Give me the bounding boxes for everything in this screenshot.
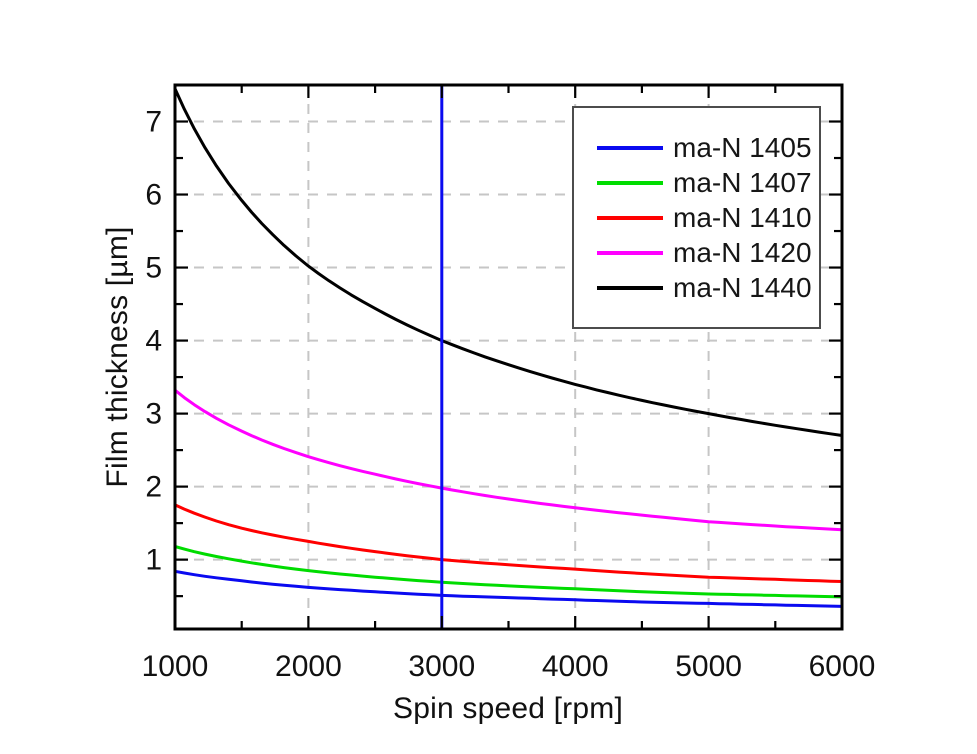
legend-swatch-ma-N-1407: [597, 180, 663, 185]
x-tick-label-6000: 6000: [809, 650, 876, 683]
y-tick-label-3: 3: [145, 398, 162, 431]
legend-item-ma-N-1410: ma-N 1410: [574, 200, 819, 235]
legend-box: ma-N 1405 ma-N 1407 ma-N 1410 ma-N 1420 ma-N…: [572, 106, 821, 329]
axis-ticks: [173, 85, 844, 629]
legend-swatch-ma-N-1420: [597, 250, 663, 255]
legend-label: ma-N 1407: [673, 166, 812, 198]
legend-label: ma-N 1410: [673, 201, 812, 233]
curve-ma-N-1440: [173, 87, 844, 437]
legend-item-ma-N-1440: ma-N 1440: [574, 270, 819, 305]
legend-label: ma-N 1440: [673, 271, 812, 303]
x-tick-label-1000: 1000: [142, 650, 209, 683]
x-tick-label-3000: 3000: [408, 650, 475, 683]
curve-ma-N-1410: [173, 503, 844, 583]
legend-item-ma-N-1420: ma-N 1420: [574, 235, 819, 270]
y-axis-title: Film thickness [µm]: [101, 226, 134, 488]
y-tick-label-1: 1: [145, 544, 162, 577]
x-tick-label-5000: 5000: [675, 650, 742, 683]
legend-label: ma-N 1420: [673, 236, 812, 268]
y-tick-labels: 1 2 3 4 5 6 7: [145, 106, 162, 577]
data-curves: [173, 87, 844, 608]
x-tick-label-4000: 4000: [542, 650, 609, 683]
y-tick-label-6: 6: [145, 179, 162, 212]
legend-swatch-ma-N-1410: [597, 215, 663, 220]
curve-ma-N-1407: [173, 545, 844, 599]
y-tick-label-4: 4: [145, 325, 162, 358]
x-axis-title: Spin speed [rpm]: [393, 692, 623, 725]
x-tick-label-2000: 2000: [275, 650, 342, 683]
x-tick-labels: 1000 2000 3000 4000 5000 6000: [142, 650, 876, 683]
legend-swatch-ma-N-1405: [597, 145, 663, 150]
curve-ma-N-1405: [173, 569, 844, 608]
y-tick-label-7: 7: [145, 106, 162, 139]
curve-ma-N-1420: [173, 388, 844, 532]
legend-swatch-ma-N-1440: [597, 285, 663, 290]
y-tick-label-5: 5: [145, 252, 162, 285]
y-tick-label-2: 2: [145, 471, 162, 504]
legend-item-ma-N-1405: ma-N 1405: [574, 130, 819, 165]
legend-item-ma-N-1407: ma-N 1407: [574, 165, 819, 200]
legend-label: ma-N 1405: [673, 131, 812, 163]
